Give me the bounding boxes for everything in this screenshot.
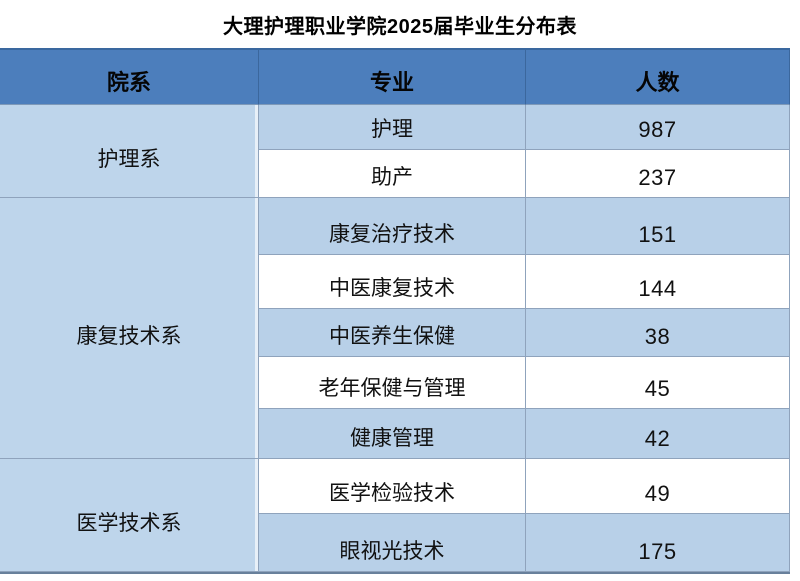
- major-cell: 眼视光技术: [259, 514, 526, 572]
- column-header-count: 人数: [526, 50, 790, 105]
- count-cell: 49: [526, 459, 790, 514]
- major-cell: 康复治疗技术: [259, 198, 526, 255]
- column-header-major: 专业: [259, 50, 526, 105]
- count-cell: 987: [526, 105, 790, 150]
- column-header-department: 院系: [0, 50, 259, 105]
- department-cell-rehab-tech: 康复技术系: [0, 198, 259, 459]
- major-cell: 老年保健与管理: [259, 357, 526, 409]
- count-cell: 237: [526, 150, 790, 198]
- graduate-distribution-table: 院系 专业 人数 护理系 康复技术系 医学技术系 护理 987 助产 237 康…: [0, 48, 790, 574]
- major-cell: 护理: [259, 105, 526, 150]
- department-cell-nursing: 护理系: [0, 105, 259, 198]
- count-cell: 38: [526, 309, 790, 357]
- major-cell: 助产: [259, 150, 526, 198]
- major-cell: 医学检验技术: [259, 459, 526, 514]
- major-cell: 中医养生保健: [259, 309, 526, 357]
- count-cell: 175: [526, 514, 790, 572]
- count-cell: 144: [526, 255, 790, 309]
- count-cell: 151: [526, 198, 790, 255]
- department-cell-medical-tech: 医学技术系: [0, 459, 259, 572]
- major-cell: 健康管理: [259, 409, 526, 459]
- count-cell: 42: [526, 409, 790, 459]
- count-cell: 45: [526, 357, 790, 409]
- major-cell: 中医康复技术: [259, 255, 526, 309]
- page-title: 大理护理职业学院2025届毕业生分布表: [223, 15, 577, 38]
